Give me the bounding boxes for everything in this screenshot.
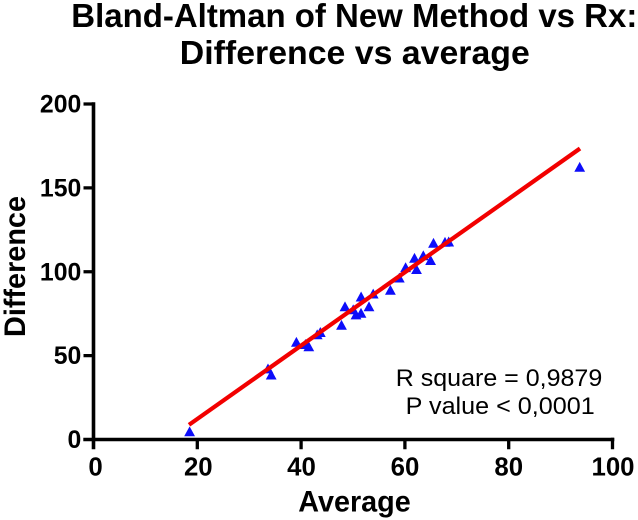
svg-text:Average: Average	[298, 485, 411, 518]
svg-text:100: 100	[40, 259, 81, 286]
svg-text:Bland-Altman of New Method vs: Bland-Altman of New Method vs Rx:	[71, 0, 637, 34]
svg-text:100: 100	[591, 453, 634, 481]
svg-text:200: 200	[40, 92, 81, 119]
svg-text:20: 20	[184, 453, 213, 481]
svg-text:60: 60	[391, 453, 420, 481]
svg-text:0: 0	[68, 427, 82, 454]
svg-text:0: 0	[88, 453, 102, 481]
svg-text:P value < 0,0001: P value < 0,0001	[406, 393, 595, 420]
svg-text:Difference: Difference	[0, 196, 32, 337]
svg-text:150: 150	[40, 176, 81, 203]
svg-text:Difference vs average: Difference vs average	[180, 35, 530, 72]
svg-text:80: 80	[494, 453, 523, 481]
svg-text:40: 40	[287, 453, 316, 481]
svg-text:50: 50	[54, 343, 82, 370]
svg-text:R square = 0,9879: R square = 0,9879	[396, 365, 603, 392]
